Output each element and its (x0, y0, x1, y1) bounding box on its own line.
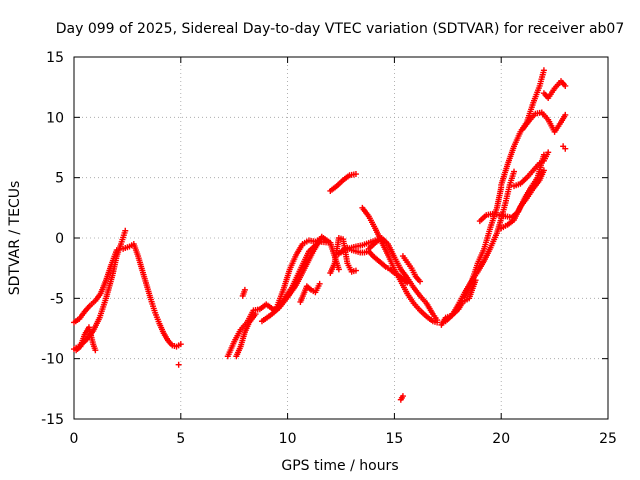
series-arc-d2 (273, 235, 325, 310)
series-arc-i2 (540, 78, 569, 102)
data-point (92, 347, 99, 354)
series-arc-f (327, 171, 359, 194)
series-arc-k (519, 109, 569, 135)
series-arc-h2 (442, 277, 479, 325)
series-arc-g2 (365, 235, 441, 324)
series-arc-i (498, 67, 547, 188)
data-point (511, 168, 518, 175)
series-arc-h3 (461, 184, 505, 301)
x-tick-label: 5 (176, 431, 185, 447)
data-point (252, 311, 259, 318)
x-tick-label: 20 (492, 431, 510, 447)
series-arc-b (120, 241, 184, 350)
y-tick-label: -10 (41, 352, 64, 368)
grid-lines (74, 57, 608, 419)
y-tick-label: 10 (46, 110, 64, 126)
x-tick-label: 15 (385, 431, 403, 447)
data-point (562, 111, 569, 118)
data-point (316, 280, 323, 287)
data-point (352, 267, 359, 274)
series-arc-a3 (73, 324, 99, 354)
data-point (177, 341, 184, 348)
data-point (540, 67, 547, 74)
x-tick-label: 0 (70, 431, 79, 447)
data-point (540, 167, 547, 174)
series-arc-g4 (399, 253, 424, 285)
y-tick-label: 0 (55, 231, 64, 247)
data-point (318, 235, 325, 241)
data-point (562, 82, 569, 89)
plot-frame (73, 56, 609, 420)
data-point (352, 171, 359, 178)
series-arc-k2 (560, 143, 569, 152)
data-point (562, 145, 569, 152)
series-arc-h (438, 168, 518, 328)
series-arc-c3 (239, 286, 248, 299)
y-tick-label: 5 (55, 171, 64, 187)
data-point (241, 286, 248, 293)
series-arc-c2 (233, 311, 259, 360)
data-points (71, 67, 569, 403)
data-point (417, 278, 424, 285)
tick-labels: 0 5 10 15 20 25 -15 -10 -5 0 5 10 15 (41, 50, 617, 447)
x-tick-label: 25 (599, 431, 617, 447)
series-arc-g3 (335, 235, 385, 257)
data-point (545, 149, 552, 156)
data-point (122, 227, 129, 234)
series-arc-d (258, 233, 342, 325)
x-axis-label: GPS time / hours (281, 458, 398, 474)
x-tick-label: 10 (279, 431, 297, 447)
data-point (335, 266, 342, 273)
chart-title: Day 099 of 2025, Sidereal Day-to-day VTE… (56, 21, 625, 37)
series-arc-j3 (511, 149, 552, 190)
series-outlier (397, 393, 406, 403)
data-point (434, 317, 441, 324)
y-tick-label: -15 (41, 412, 64, 428)
y-tick-label: -5 (50, 291, 64, 307)
series-arc-j2 (498, 167, 547, 232)
data-point (399, 393, 406, 400)
data-point (175, 361, 182, 368)
series-arc-d3 (297, 280, 323, 305)
data-point (378, 235, 385, 241)
y-axis-label: SDTVAR / TECUs (7, 181, 23, 296)
y-tick-label: 15 (46, 50, 64, 66)
series-arc-b-out (175, 361, 182, 368)
